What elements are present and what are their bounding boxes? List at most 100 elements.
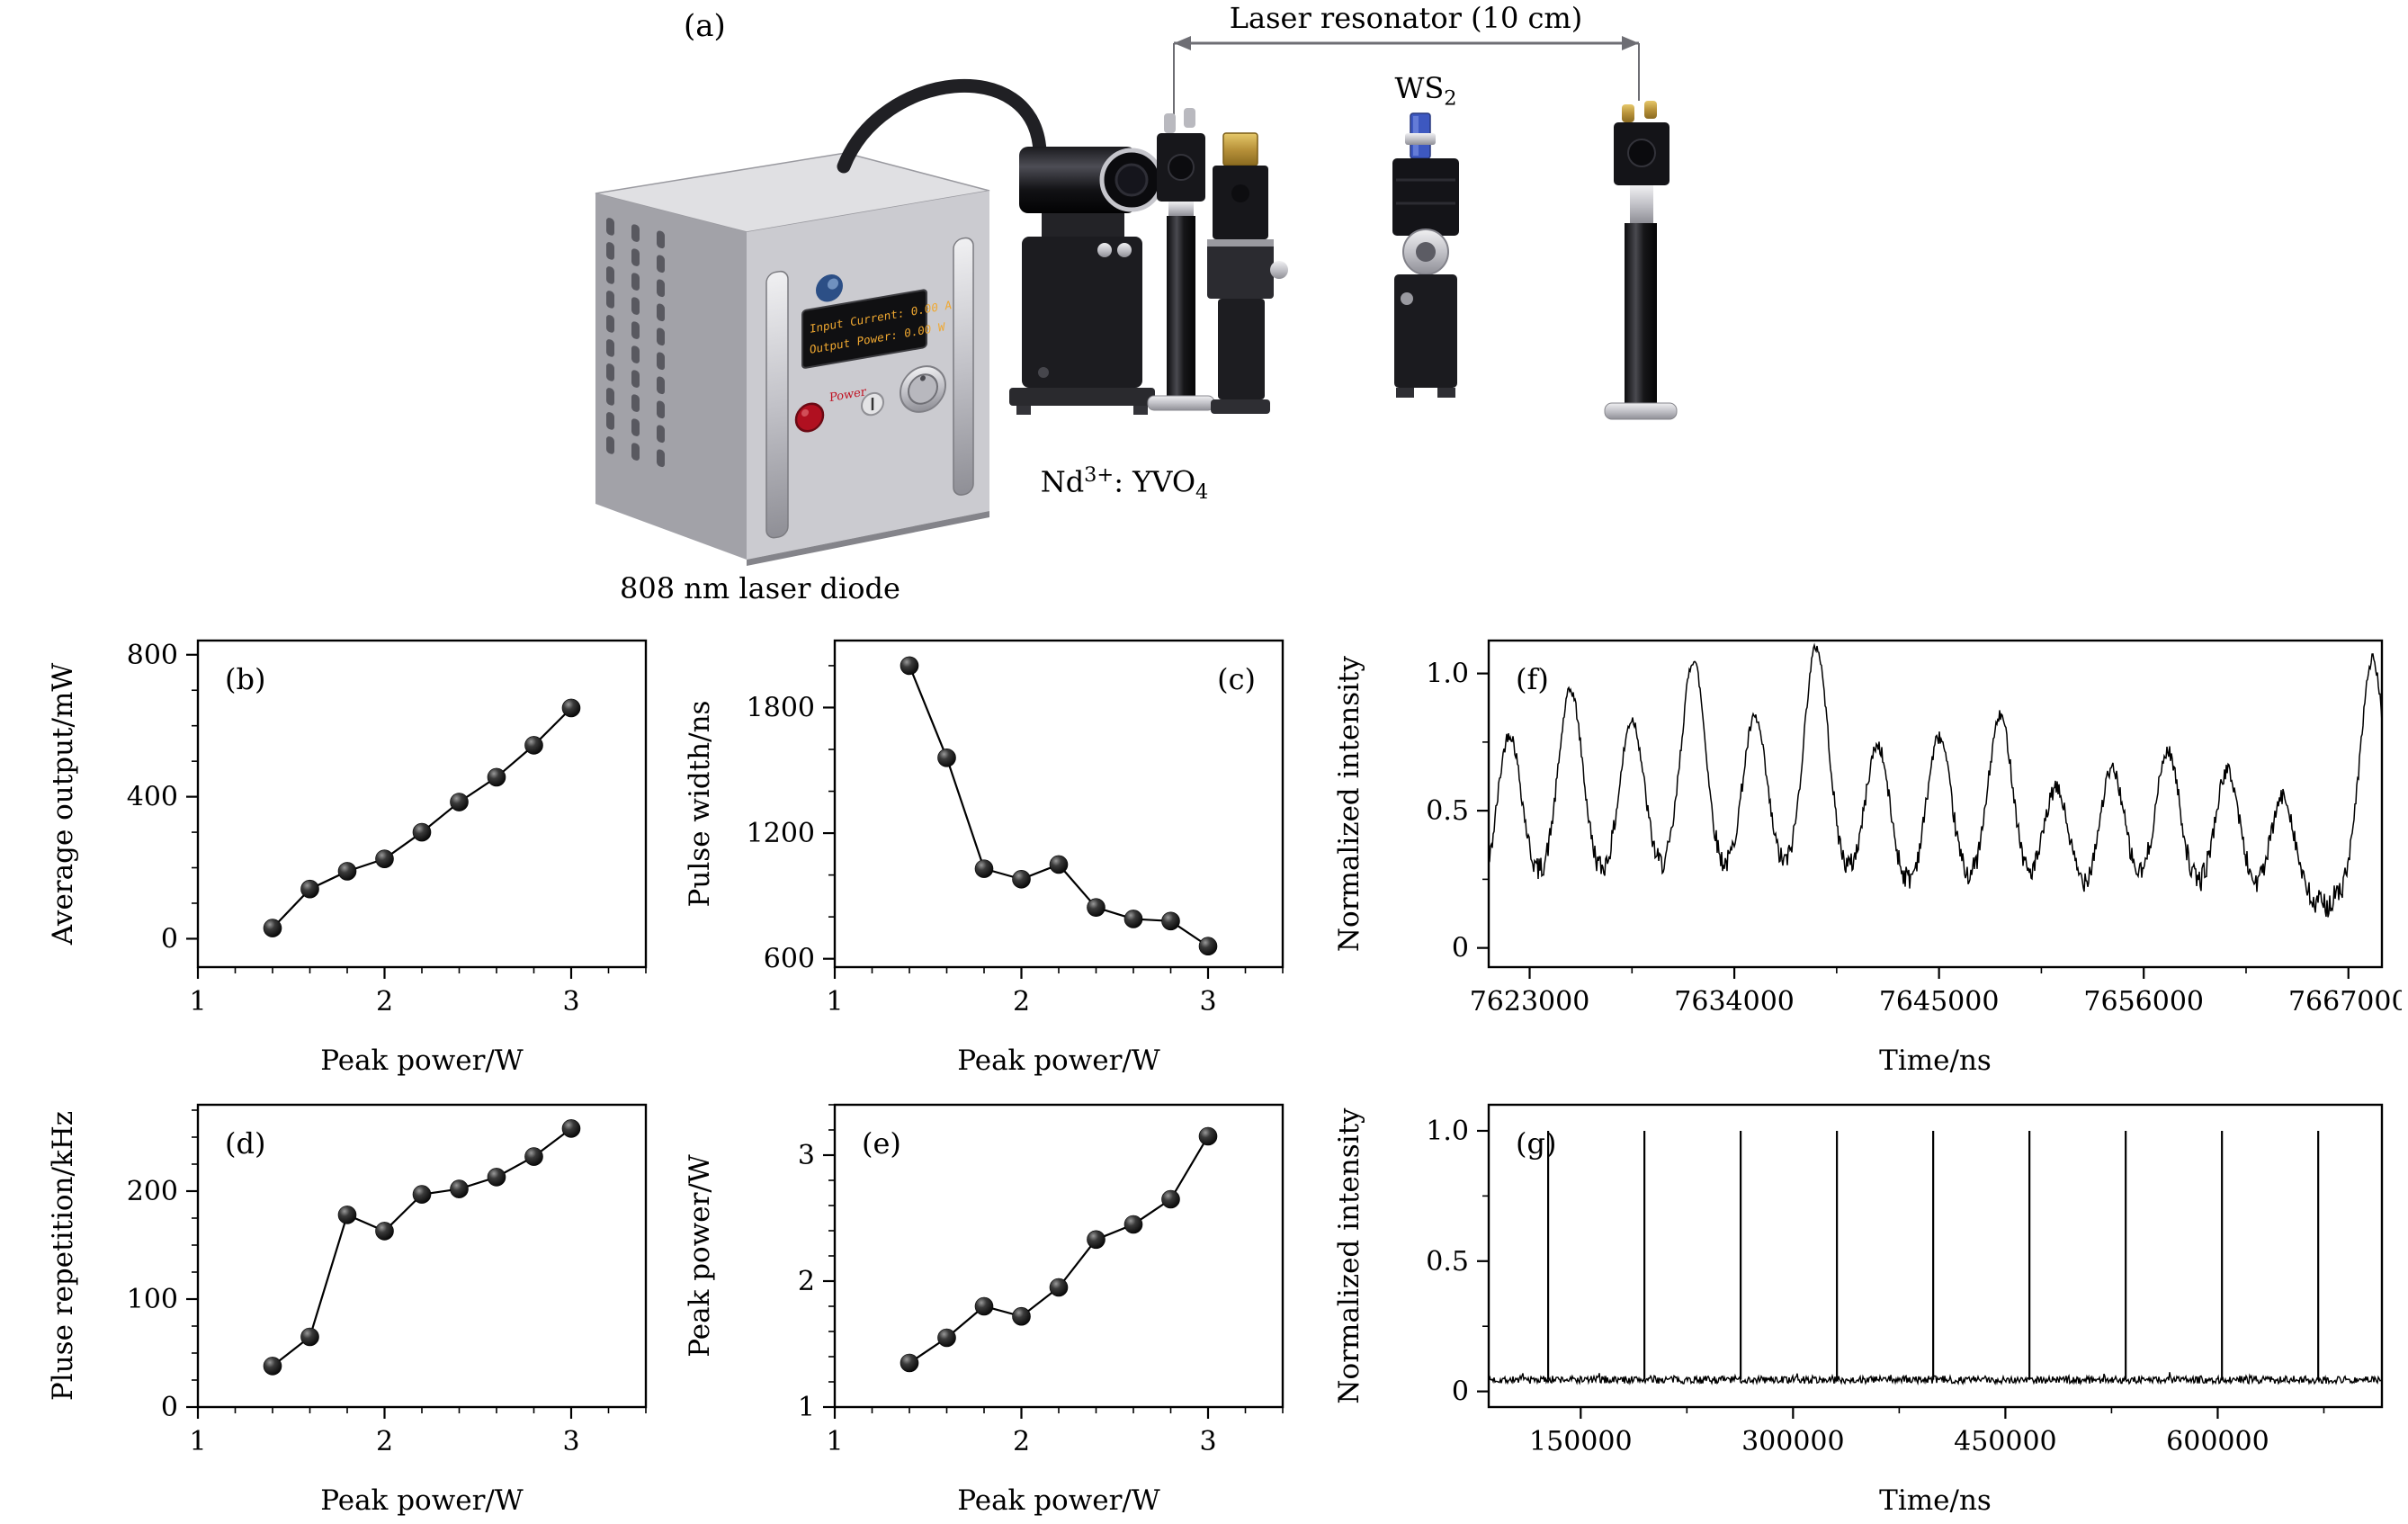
pump-laser-head [1009, 147, 1164, 415]
setup-panel: Input Current: 0.00 A Output Power: 0.00… [504, 0, 1754, 621]
svg-text:(e): (e) [862, 1126, 901, 1161]
chart-g-spike-train: 150000 300000 450000 600000 0 0.5 1.0 Time/ns No… [1333, 1103, 2384, 1517]
svg-text:2: 2 [1013, 986, 1030, 1017]
svg-text:Normalized intensity: Normalized intensity [1333, 1107, 1365, 1404]
svg-text:(g): (g) [1516, 1126, 1556, 1161]
svg-text:0.5: 0.5 [1426, 795, 1469, 827]
svg-text:3: 3 [562, 1426, 579, 1457]
svg-text:3: 3 [1199, 986, 1216, 1017]
svg-text:Peak power/W: Peak power/W [320, 1484, 524, 1517]
svg-text:2: 2 [376, 986, 393, 1017]
crystal-holder-gold [1222, 132, 1258, 166]
svg-text:Normalized intensity: Normalized intensity [1333, 655, 1365, 952]
svg-text:(c): (c) [1217, 662, 1256, 696]
svg-text:(b): (b) [225, 662, 265, 696]
ws2-mount [1392, 112, 1459, 398]
chart-b-average-output: 1 2 3 0 400 800 Peak power/W Average output/mW (… [47, 640, 648, 1077]
pump-cable [837, 78, 1047, 174]
arrowhead-left [1174, 36, 1191, 50]
chart-c-pulse-width: 1 2 3 600 1200 1800 Peak power/W Pulse width/ns… [684, 639, 1285, 1077]
svg-text:1.0: 1.0 [1426, 1116, 1469, 1147]
input-mirror-mount [1147, 108, 1215, 411]
gain-crystal-mount [1207, 132, 1288, 414]
svg-text:(d): (d) [225, 1126, 265, 1161]
post-base [1604, 402, 1678, 420]
svg-text:300000: 300000 [1741, 1426, 1845, 1457]
output-mirror [1627, 139, 1656, 167]
post [1167, 216, 1195, 396]
svg-text:7656000: 7656000 [2083, 986, 2204, 1017]
resonator-label: Laser resonator (10 cm) [1229, 1, 1583, 35]
svg-text:(f): (f) [1516, 662, 1549, 696]
input-mirror [1168, 154, 1195, 181]
svg-text:1: 1 [798, 1392, 815, 1423]
arrowhead-right [1622, 36, 1639, 50]
stage-knob [1270, 261, 1288, 279]
panel-f-pulse-train: 7623000 7634000 7645000 7656000 7667000 0 0.5 1… [1322, 621, 2408, 1088]
svg-text:Peak power/W: Peak power/W [684, 1154, 716, 1358]
laser-diode-box: Input Current: 0.00 A Output Power: 0.00… [595, 152, 990, 566]
svg-text:2: 2 [798, 1266, 815, 1297]
chart-f-pulse-train: 7623000 7634000 7645000 7656000 7667000 0 0.5 1… [1333, 639, 2408, 1077]
svg-text:1: 1 [826, 1426, 843, 1457]
svg-text:Peak power/W: Peak power/W [320, 1044, 524, 1077]
crystal-label: Nd3+: YVO4 [1040, 463, 1209, 505]
output-coupler-mount [1604, 101, 1678, 420]
svg-text:2: 2 [376, 1426, 393, 1457]
svg-text:0: 0 [1452, 1376, 1469, 1408]
svg-text:450000: 450000 [1954, 1426, 2057, 1457]
svg-text:7634000: 7634000 [1674, 986, 1795, 1017]
sample-clip [1405, 133, 1436, 145]
svg-text:800: 800 [127, 640, 178, 671]
post-base [1147, 395, 1215, 411]
handle-right [953, 237, 974, 496]
chart-e-peak-power: 1 2 3 1 2 3 Peak power/W Peak power/W (e) [684, 1103, 1285, 1517]
svg-text:100: 100 [127, 1284, 178, 1315]
diode-label: 808 nm laser diode [620, 571, 900, 605]
translation-stage [1207, 239, 1274, 299]
svg-text:1200: 1200 [747, 818, 815, 849]
svg-text:7645000: 7645000 [1879, 986, 2000, 1017]
svg-text:Peak power/W: Peak power/W [957, 1484, 1160, 1517]
setup-diagram: Input Current: 0.00 A Output Power: 0.00… [595, 36, 1678, 566]
svg-text:7667000: 7667000 [2288, 986, 2402, 1017]
svg-text:1: 1 [189, 1426, 206, 1457]
panel-g-spike-train: 150000 300000 450000 600000 0 0.5 1.0 Time/ns No… [1322, 1080, 2402, 1524]
diode-display [801, 289, 927, 369]
resonator-arrow [1173, 36, 1640, 115]
svg-text:0: 0 [161, 1392, 178, 1423]
vent-grid [606, 218, 665, 468]
svg-text:0: 0 [161, 923, 178, 955]
svg-text:3: 3 [798, 1140, 815, 1171]
svg-text:600000: 600000 [2166, 1426, 2269, 1457]
handle-left [765, 270, 789, 539]
svg-text:Pulse width/ns: Pulse width/ns [684, 701, 716, 908]
panel-d-pulse-repetition: 1 2 3 0 100 200 Peak power/W Pluse repetition/k… [36, 1080, 657, 1524]
svg-text:Peak power/W: Peak power/W [957, 1044, 1160, 1077]
svg-text:Time/ns: Time/ns [1879, 1484, 1992, 1517]
svg-text:200: 200 [127, 1176, 178, 1207]
svg-text:3: 3 [562, 986, 579, 1017]
svg-text:0: 0 [1452, 933, 1469, 964]
svg-text:2: 2 [1013, 1426, 1030, 1457]
svg-text:1: 1 [189, 986, 206, 1017]
svg-text:Time/ns: Time/ns [1879, 1044, 1992, 1077]
svg-text:0.5: 0.5 [1426, 1246, 1469, 1277]
svg-text:Pluse repetition/kHz: Pluse repetition/kHz [47, 1111, 79, 1401]
svg-text:600: 600 [764, 944, 815, 975]
svg-text:400: 400 [127, 782, 178, 813]
svg-text:150000: 150000 [1529, 1426, 1633, 1457]
svg-text:1.0: 1.0 [1426, 659, 1469, 690]
panel-c-pulse-width: 1 2 3 600 1200 1800 Peak power/W Pulse width/ns… [673, 621, 1294, 1088]
power-button-label: Power [829, 385, 867, 405]
head-mount-block [1022, 237, 1142, 388]
post [1625, 223, 1657, 403]
svg-text:1: 1 [826, 986, 843, 1017]
svg-text:1800: 1800 [747, 692, 815, 723]
panel-b-average-output: 1 2 3 0 400 800 Peak power/W Average output/mW (… [36, 621, 657, 1088]
panel-e-peak-power: 1 2 3 1 2 3 Peak power/W Peak power/W (e) [673, 1080, 1294, 1524]
ws2-label: WS2 [1394, 71, 1457, 111]
svg-text:Average output/mW: Average output/mW [47, 663, 79, 946]
panel-label-a: (a) [684, 8, 726, 44]
